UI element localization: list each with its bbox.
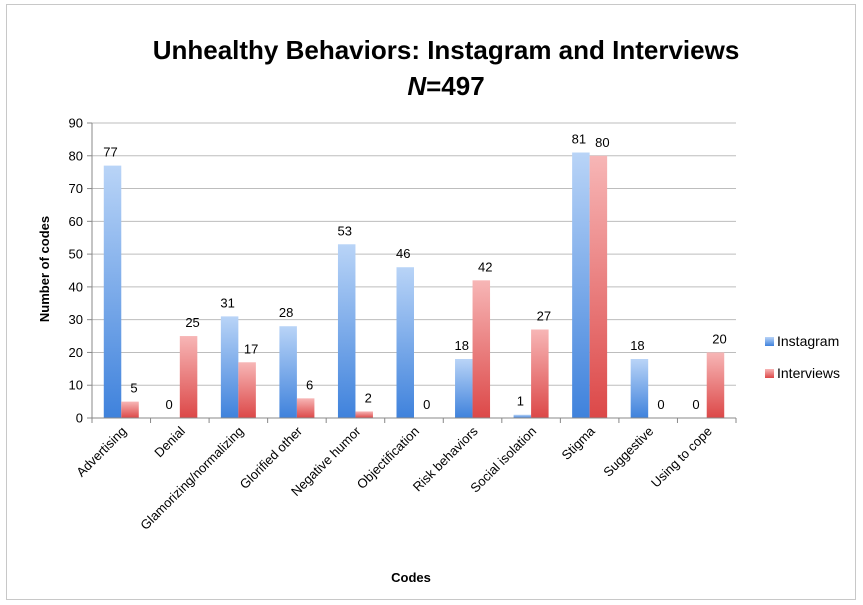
data-label-interviews: 2 (365, 390, 372, 405)
y-tick-label: 60 (69, 214, 83, 229)
legend-label-interviews: Interviews (777, 365, 840, 381)
chart-title: Unhealthy Behaviors: Instagram and Inter… (153, 35, 740, 65)
data-label-instagram: 0 (692, 397, 699, 412)
legend-label-instagram: Instagram (777, 333, 839, 349)
subtitle-n: N (407, 71, 427, 101)
data-label-interviews: 17 (244, 341, 258, 356)
data-label-instagram: 0 (165, 397, 172, 412)
bar-interviews (238, 362, 256, 418)
bar-instagram (279, 326, 297, 418)
bar-instagram (455, 359, 473, 418)
bars (103, 152, 725, 418)
x-tick-label: Glamorizing/normalizing (137, 424, 246, 533)
data-label-instagram: 1 (517, 394, 524, 409)
chart-subtitle: N=497 (407, 71, 484, 101)
data-label-interviews: 0 (423, 397, 430, 412)
y-axis-title: Number of codes (37, 216, 52, 322)
data-label-interviews: 80 (595, 135, 609, 150)
x-tick-label: Suggestive (600, 424, 656, 480)
y-tick-label: 20 (69, 345, 83, 360)
bar-interviews (706, 352, 725, 418)
y-tick-label: 70 (69, 181, 83, 196)
y-tick-label: 90 (69, 116, 83, 131)
data-label-interviews: 20 (712, 331, 726, 346)
bar-interviews (472, 280, 491, 418)
data-label-instagram: 81 (572, 132, 586, 147)
bar-interviews (179, 336, 198, 418)
bar-instagram (337, 244, 356, 418)
bar-instagram (103, 165, 122, 418)
x-tick-label: Stigma (559, 423, 599, 463)
bar-interviews (121, 401, 139, 418)
bar-interviews (355, 411, 373, 418)
bar-instagram (220, 316, 239, 418)
bar-chart: Unhealthy Behaviors: Instagram and Inter… (37, 35, 840, 585)
data-label-interviews: 42 (478, 259, 492, 274)
bar-instagram (572, 152, 590, 418)
bar-interviews (531, 329, 549, 418)
data-label-interviews: 27 (537, 309, 551, 324)
y-tick-label: 30 (69, 312, 83, 327)
legend-swatch-instagram (765, 337, 774, 346)
subtitle-count: =497 (426, 71, 485, 101)
legend-swatch-interviews (765, 369, 774, 378)
data-label-instagram: 53 (337, 223, 351, 238)
x-tick-labels: Advertising DenialGlamorizing/normalizing… (73, 423, 715, 533)
data-label-instagram: 31 (220, 295, 234, 310)
data-label-interviews: 5 (130, 381, 137, 396)
bar-instagram (513, 414, 532, 418)
y-tick-label: 40 (69, 279, 83, 294)
x-tick-label: Denial (151, 423, 188, 460)
data-label-interviews: 6 (306, 377, 313, 392)
y-tick-label: 50 (69, 247, 83, 262)
chart-frame: Unhealthy Behaviors: Instagram and Inter… (6, 4, 856, 600)
bar-interviews (296, 398, 315, 418)
bar-instagram (396, 267, 414, 418)
data-label-interviews: 0 (657, 397, 664, 412)
bar-instagram (630, 359, 649, 418)
legend: Instagram Interviews (765, 333, 840, 381)
x-tick-label: Advertising (73, 424, 129, 480)
data-label-instagram: 77 (103, 145, 117, 160)
data-label-interviews: 25 (185, 315, 199, 330)
y-tick-labels: 0 10 20 30 40 50 60 70 80 90 (69, 116, 83, 426)
data-labels: 77 5 0 25 31 17 28 6 53 2 46 0 18 42 1 27 81 80 18 0 0 20 (103, 132, 726, 413)
y-tick-label: 10 (69, 378, 83, 393)
data-label-instagram: 18 (630, 338, 644, 353)
bar-interviews (589, 155, 608, 418)
y-tick-label: 80 (69, 148, 83, 163)
x-tick-label: Using to cope (648, 424, 715, 491)
data-label-instagram: 28 (279, 305, 293, 320)
data-label-instagram: 18 (455, 338, 469, 353)
y-tick-label: 0 (76, 411, 83, 426)
x-axis-title: Codes (391, 570, 431, 585)
data-label-instagram: 46 (396, 246, 410, 261)
